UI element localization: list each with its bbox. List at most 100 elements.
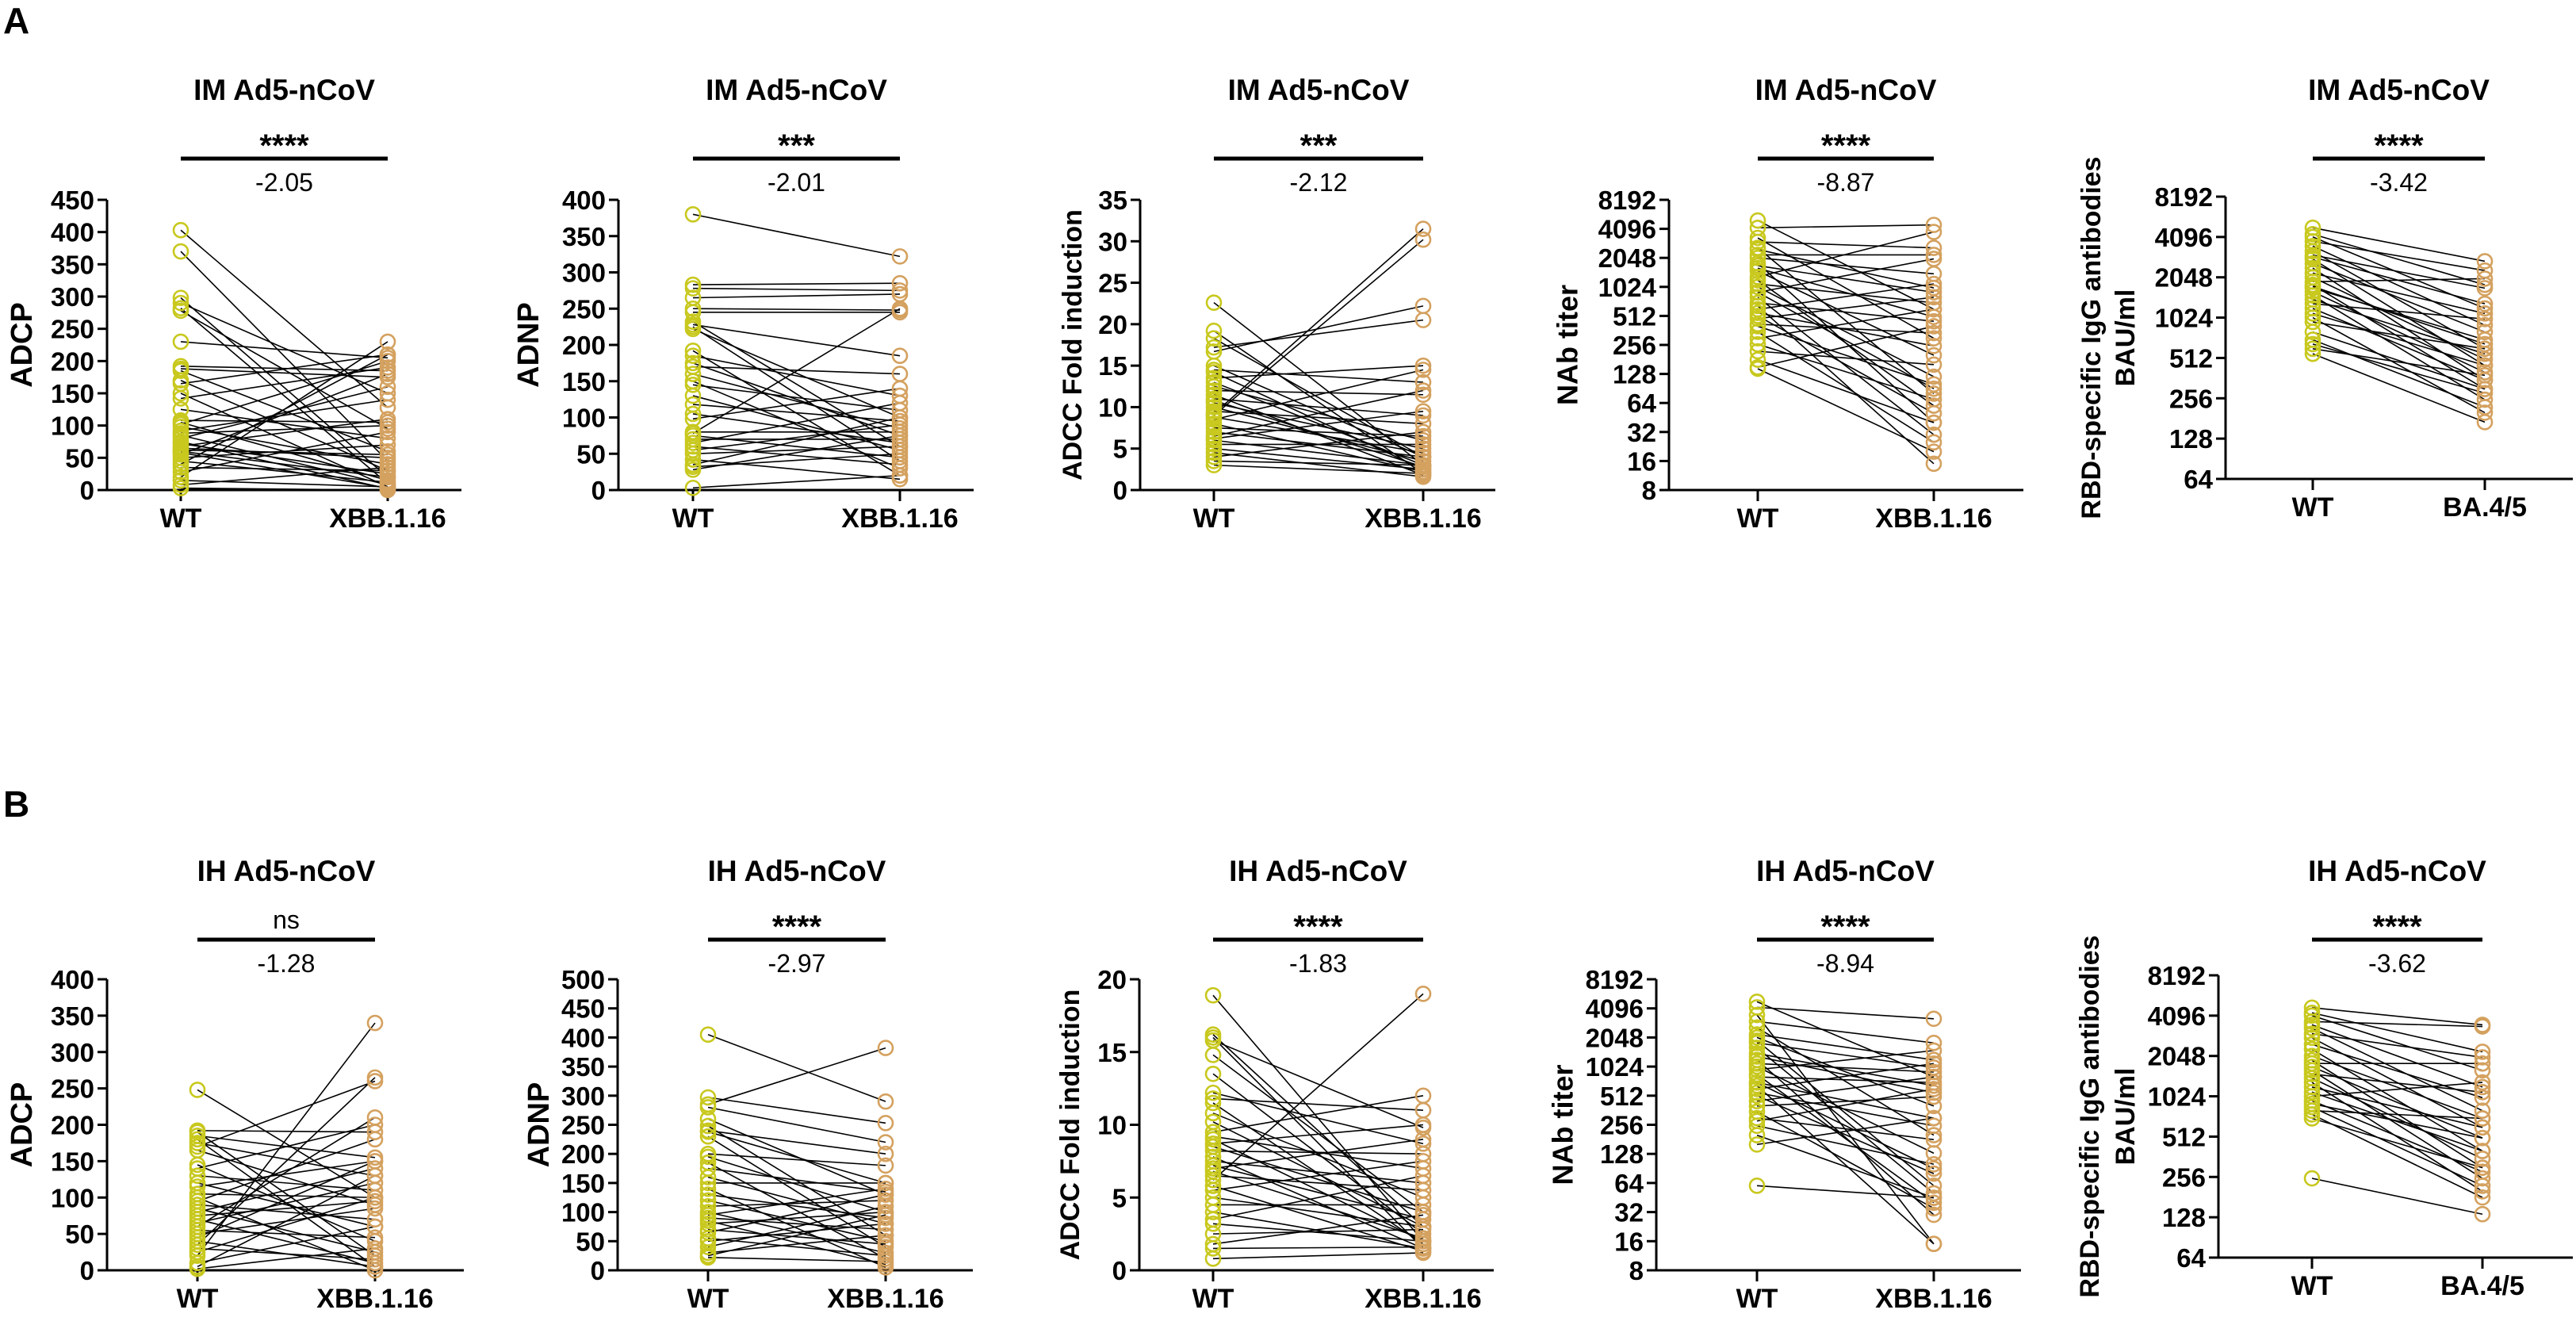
variant-point [2474,1129,2491,1147]
pair-line [1757,283,1935,310]
variant-point [1414,458,1432,476]
pair-line [197,1175,376,1268]
pair-line [707,1237,886,1257]
pair-line [692,423,901,451]
pair-line [692,287,901,292]
y-tick-label: 64 [1627,389,1656,418]
pair-line [1212,1223,1424,1243]
pair-line [692,435,901,471]
pair-line [1756,1052,1935,1086]
pair-line [1756,1092,1935,1127]
chart-title: IM Ad5-nCoV [193,74,375,106]
y-tick-label: 20 [1097,965,1127,994]
pair-line [1756,1111,1935,1209]
wt-point [2304,305,2321,322]
wt-point [1204,1240,1222,1257]
wt-point [1749,241,1766,258]
pair-line [1212,1185,1424,1252]
pair-line [707,1188,886,1216]
wt-point [1204,986,1222,1004]
pair-line [2312,258,2486,366]
wt-point [2303,1007,2321,1024]
wt-point [1205,370,1223,387]
y-tick-label: 1024 [1598,273,1657,302]
y-tick-label: 300 [51,1038,94,1067]
wt-point [1749,318,1766,335]
chart-title: IH Ad5-nCoV [197,855,376,887]
wt-point [1205,373,1223,391]
variant-point [1925,247,1943,263]
variant-point [1925,1034,1943,1051]
variant-point [379,366,396,382]
variant-point [379,378,396,396]
y-tick-label: 350 [562,222,606,251]
chart-title: IM Ad5-nCoV [1755,74,1937,106]
variant-point [1925,391,1943,408]
pair-line [707,1167,886,1193]
y-tick-label: 200 [561,1139,605,1169]
pair-line [197,1089,376,1198]
variant-point [2474,1110,2491,1127]
wt-point [684,377,702,393]
y-tick-label: 8 [1629,1256,1644,1285]
variant-point [2474,1119,2491,1136]
variant-point [1925,216,1943,233]
wt-point [1749,249,1766,266]
pair-line [1756,1063,1935,1073]
pair-line [180,251,389,461]
y-tick-label: 20 [1098,310,1127,339]
wt-point [699,1124,717,1140]
y-axis-label: ADCP [6,1082,39,1168]
pair-line [180,466,389,486]
y-tick-label: 350 [51,1001,94,1031]
variant-point [366,1211,384,1228]
pair-line [2311,1077,2483,1160]
y-tick-label: 64 [1614,1169,1644,1198]
x-tick-label: WT [1737,504,1779,534]
pair-line [1212,1211,1424,1250]
wt-point [1748,1013,1766,1030]
variant-point [379,459,396,476]
variant-point [379,385,396,402]
wt-point [172,472,189,489]
pair-line [2311,1113,2483,1198]
y-tick-label: 50 [65,443,94,473]
y-tick-label: 1024 [2148,1082,2207,1112]
variant-point [1414,1197,1432,1213]
wt-point [699,1239,717,1255]
wt-point [1749,289,1766,306]
wt-point [2303,1110,2321,1127]
y-axis-label: ADCC Fold induction [1055,990,1085,1261]
wt-point [1204,1065,1222,1082]
variant-point [1925,284,1943,301]
pair-line [1212,1097,1424,1111]
wt-point [1749,335,1766,353]
wt-point [684,445,702,462]
pair-line [1212,1156,1424,1250]
variant-point [1925,312,1943,330]
y-tick-label: 32 [1627,418,1656,447]
pair-line [707,1228,886,1245]
wt-point [2303,1066,2321,1082]
y-tick-label: 50 [576,439,606,469]
variant-point [379,450,396,466]
variant-point [1925,1063,1943,1081]
variant-point [1414,386,1432,404]
y-tick-label: 8 [1642,476,1656,505]
variant-point [1925,308,1943,325]
x-tick-label: XBB.1.16 [1875,504,1992,534]
y-tick-label: 2048 [2148,1042,2206,1071]
wt-point [2303,1025,2321,1043]
variant-point [2474,1102,2491,1119]
fold-change-label: -2.01 [767,168,825,197]
pair-line [197,1080,376,1147]
y-tick-label: 350 [561,1052,605,1082]
pair-line [1757,297,1935,320]
wt-point [1748,1048,1766,1065]
pair-line [1213,330,1424,474]
pair-line [2312,256,2486,304]
pair-line [1757,331,1935,443]
wt-point [1205,408,1223,426]
pair-line [1756,1001,1935,1078]
